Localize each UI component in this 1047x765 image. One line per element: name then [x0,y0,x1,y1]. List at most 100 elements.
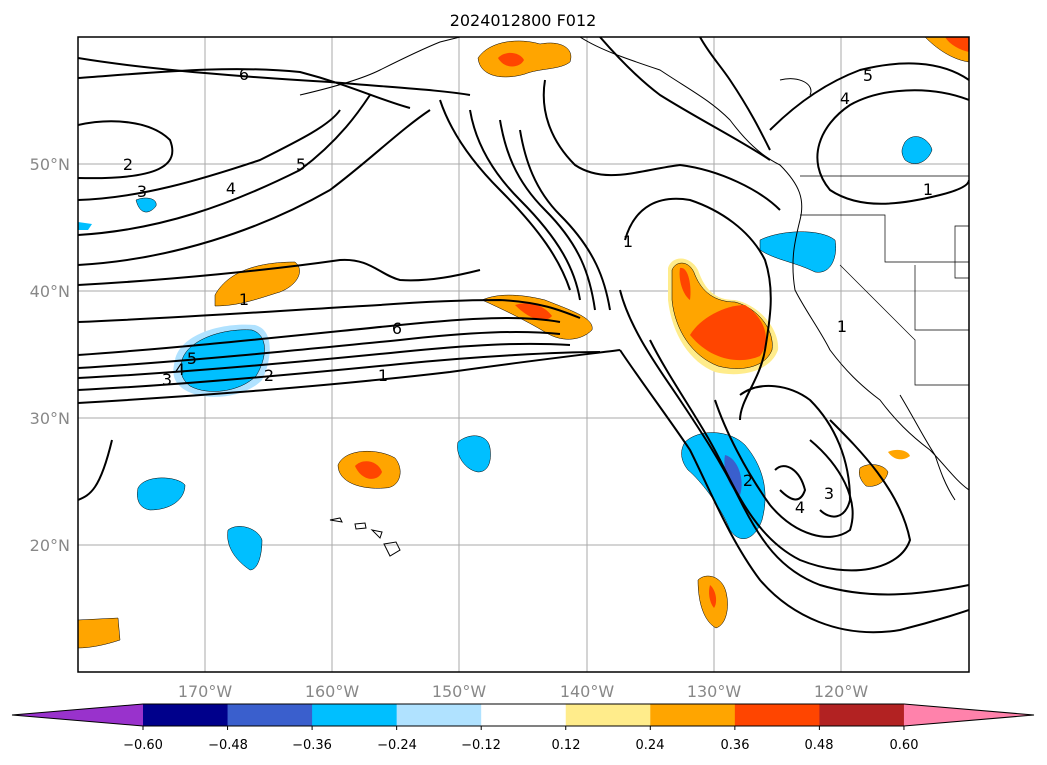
contour-trough-b [469,109,581,301]
contour-label: 3 [162,370,172,389]
contour-low-3 [714,399,854,538]
contour-mid-5 [78,258,481,286]
contour-low-5 [774,465,807,501]
patch-130w-south-core [709,585,717,608]
coast-aleutians [299,37,461,96]
lon-label: 160°W [305,682,360,701]
lat-label: 20°N [30,536,70,555]
patch-130w-blue [681,432,766,539]
colorbar-swatch [650,704,736,726]
contour-trough-c [499,119,596,311]
contour-band-b [78,331,561,369]
contour-label: 2 [743,471,753,490]
map-panel: 6 5 4 3 2 1 6 5 4 3 2 1 1 1 1 2 3 4 5 4 [77,36,970,673]
patch-130w-core-a [679,267,691,300]
coast-north-america [579,37,969,491]
borders [800,175,969,386]
colorbar [11,703,1035,730]
colorbar-tick-label: 0.36 [721,738,750,753]
colorbar-tick-label: 0.24 [636,738,665,753]
lon-label: 140°W [560,682,615,701]
patch-west-blue [135,197,157,213]
island-a [329,517,343,523]
contour-nw-2 [78,120,174,180]
contour-nw-4 [78,94,371,236]
contour-label: 6 [239,65,249,84]
colorbar-swatch [565,704,651,726]
contour-trough-a [439,99,571,291]
lat-label: 50°N [30,155,70,174]
contour-label: 1 [623,232,633,251]
contour-upper-a [78,57,471,96]
contour-label: 6 [392,319,402,338]
colorbar-tick-label: −0.36 [292,738,332,753]
contour-band-c [78,342,571,379]
lon-label: 120°W [814,682,869,701]
patch-157w-core [355,461,382,479]
patch-40n-orange [214,261,300,307]
patch-130w-core-b [690,305,766,361]
contour-mid-6 [78,298,581,323]
lon-labels: 170°W 160°W 150°W 140°W 130°W 120°W [178,682,869,701]
contour-nw-5 [78,109,431,266]
patch-gulf-alaska-core [498,52,524,67]
colorbar-extend-high [903,704,1034,726]
colorbar-swatch [819,704,905,726]
patch-ne-corner-core [945,37,969,52]
colorbar-tick-label: 0.48 [805,738,834,753]
contour-trough-d [519,129,611,311]
lon-label: 150°W [432,682,487,701]
contour-nw-3 [78,109,341,201]
lat-labels: 20°N 30°N 40°N 50°N [30,155,70,555]
contour-label: 4 [840,89,850,108]
colorbar-swatch [227,704,313,726]
contour-sw-stub [78,439,113,501]
colorbar-swatch [734,704,820,726]
contour-low-1 [619,289,969,596]
colorbar-swatch [396,704,482,726]
contour-ridge-b [599,37,771,161]
contour-label: 3 [824,484,834,503]
colorbar-tick-label: −0.24 [377,738,417,753]
patch-130w-blue-core [724,455,742,495]
lon-label: 130°W [687,682,742,701]
colorbar-tick-label: −0.60 [123,738,163,753]
colorbar-extend-low [12,704,143,726]
patch-edge-blue [78,222,92,230]
patch-baja-orange [888,449,910,460]
contour-label: 5 [863,66,873,85]
contour-label: 5 [187,349,197,368]
coast-baja [899,394,956,501]
patch-gulf-alaska [477,40,572,78]
patch-175w-blue [137,477,186,511]
border-states-c [914,265,969,331]
contour-ridge-a [542,79,781,211]
contour-label: 4 [175,360,185,379]
contour-cutoff-1 [624,197,772,421]
colorbar-swatch [143,704,229,726]
contour-lines [78,37,969,634]
contour-label: 3 [137,182,147,201]
border-states-b [839,264,969,386]
colorbar-tick-label: −0.48 [208,738,248,753]
contour-ne-5 [769,62,969,131]
patch-sw-orange [78,617,121,649]
contour-band-a [78,317,561,356]
patch-167w-blue [227,526,263,571]
coastlines [299,37,969,501]
contour-low-4 [739,384,852,518]
contour-labels: 6 5 4 3 2 1 6 5 4 3 2 1 1 1 1 2 3 4 5 4 [123,65,933,517]
colorbar-swatch [481,704,567,726]
island-hawaii [383,541,401,557]
filled-patches [78,37,969,649]
contour-band-e [78,349,621,404]
patch-145w-core [515,303,552,321]
contour-label: 4 [795,498,805,517]
island-c [370,529,383,539]
border-states-a [800,214,969,263]
colorbar-tick-label: 0.60 [890,738,919,753]
colorbar-swatch [312,704,398,726]
patch-117w-orange [859,464,889,487]
map-frame [77,36,970,673]
